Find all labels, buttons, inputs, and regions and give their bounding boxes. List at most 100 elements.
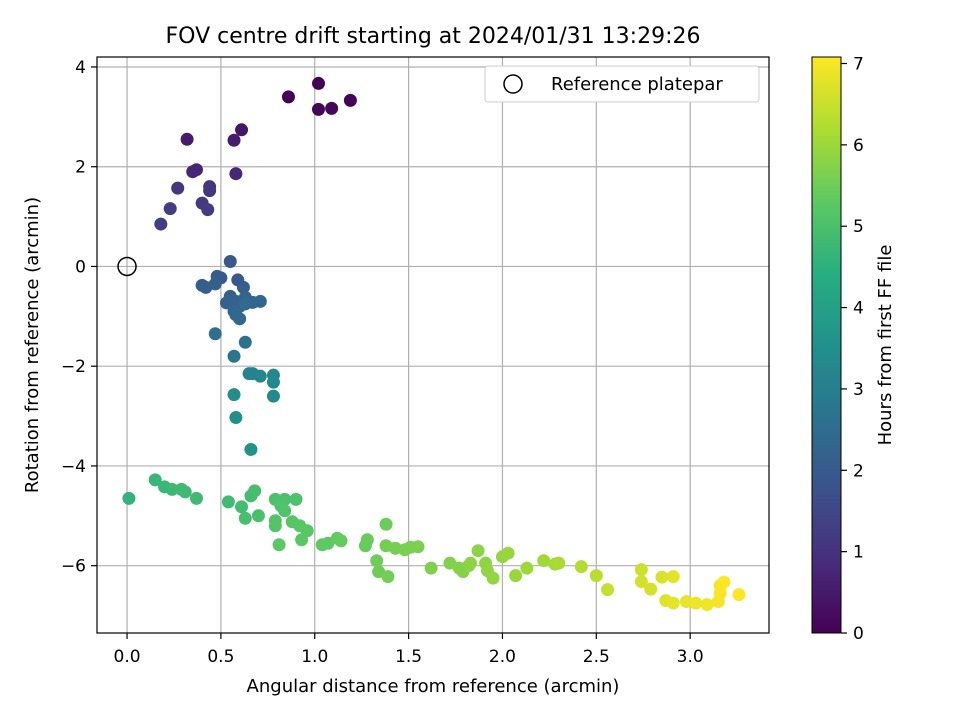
data-point (165, 482, 179, 496)
data-points (122, 76, 746, 612)
x-tick-label: 2.5 (583, 647, 610, 667)
colorbar-tick-label: 1 (853, 543, 864, 563)
colorbar-tick-label: 0 (853, 624, 864, 644)
data-point (295, 533, 309, 547)
data-point (221, 495, 235, 509)
chart-title: FOV centre drift starting at 2024/01/31 … (166, 24, 701, 49)
data-point (154, 217, 168, 231)
data-point (238, 335, 252, 349)
data-point (238, 297, 252, 311)
data-point (666, 570, 680, 584)
data-point (589, 569, 603, 583)
colorbar-tick-label: 6 (853, 136, 864, 156)
data-point (233, 312, 247, 326)
data-point (227, 388, 241, 402)
colorbar-label: Hours from first FF file (875, 245, 896, 446)
x-tick-label: 0.0 (114, 647, 141, 667)
data-point (180, 132, 194, 146)
data-point (501, 546, 515, 560)
y-tick-label: 2 (75, 158, 86, 178)
data-point (325, 101, 339, 115)
data-point (235, 500, 249, 514)
colorbar-tick-label: 5 (853, 217, 864, 237)
data-point (229, 167, 243, 181)
data-point (171, 181, 185, 195)
data-point (289, 492, 303, 506)
y-axis-label: Rotation from reference (arcmin) (22, 197, 43, 493)
data-point (311, 102, 325, 116)
data-point (552, 556, 566, 570)
x-tick-label: 2.0 (489, 647, 516, 667)
data-point (201, 203, 215, 217)
data-point (223, 254, 237, 268)
colorbar: 0 1 2 3 4 5 6 7 Hours from first FF file (811, 55, 896, 644)
data-point (148, 473, 162, 487)
data-point (311, 76, 325, 90)
data-point (229, 411, 243, 425)
legend: Reference platepar (484, 65, 760, 103)
data-point (227, 133, 241, 147)
data-point (227, 349, 241, 363)
legend-label: Reference platepar (551, 74, 723, 95)
colorbar-tick-label: 7 (853, 55, 864, 75)
data-point (203, 184, 217, 198)
reference-platepar-marker (117, 256, 137, 277)
data-point (266, 375, 280, 389)
data-point (186, 165, 200, 179)
data-point (189, 491, 203, 505)
y-tick-label: 0 (75, 257, 86, 277)
x-tick-label: 1.5 (395, 647, 422, 667)
data-point (644, 582, 658, 596)
data-point (266, 389, 280, 403)
data-point (370, 554, 384, 568)
data-point (238, 511, 252, 525)
data-point (520, 561, 534, 575)
data-point (272, 538, 286, 552)
data-point (381, 570, 395, 584)
legend-box (484, 65, 760, 103)
data-point (248, 484, 262, 498)
legend-marker-icon (503, 74, 523, 94)
data-point (208, 277, 222, 291)
colorbar-ticks: 0 1 2 3 4 5 6 7 (841, 55, 864, 644)
data-point (163, 202, 177, 216)
data-point (360, 533, 374, 547)
data-point (424, 561, 438, 575)
data-point (122, 491, 136, 505)
data-point (235, 123, 249, 137)
data-point (379, 517, 393, 531)
data-point (343, 93, 357, 107)
x-tick-label: 3.0 (677, 647, 704, 667)
data-point (634, 563, 648, 577)
data-point (666, 596, 680, 610)
data-point (268, 519, 282, 533)
data-point (655, 570, 669, 584)
x-tick-label: 0.5 (207, 647, 234, 667)
colorbar-gradient (811, 56, 842, 634)
y-tick-label: −2 (61, 357, 86, 377)
data-point (486, 571, 500, 585)
x-axis-label: Angular distance from reference (arcmin) (247, 676, 620, 697)
data-point (178, 485, 192, 499)
plot-frame (96, 56, 770, 634)
data-point (464, 556, 478, 570)
x-tick-label: 1.0 (301, 647, 328, 667)
data-point (689, 596, 703, 610)
data-point (236, 280, 250, 294)
colorbar-tick-label: 2 (853, 461, 864, 481)
data-point (634, 575, 648, 589)
data-point (281, 90, 295, 104)
data-point (208, 327, 222, 341)
data-point (471, 544, 485, 558)
data-point (732, 588, 746, 602)
data-point (253, 294, 267, 308)
data-point (411, 540, 425, 554)
data-point (717, 575, 731, 589)
y-tick-label: −4 (61, 457, 86, 477)
colorbar-tick-label: 3 (853, 380, 864, 400)
grid-lines (97, 57, 769, 633)
y-tick-label: 4 (75, 58, 86, 78)
data-point (244, 442, 258, 456)
data-point (253, 369, 267, 383)
